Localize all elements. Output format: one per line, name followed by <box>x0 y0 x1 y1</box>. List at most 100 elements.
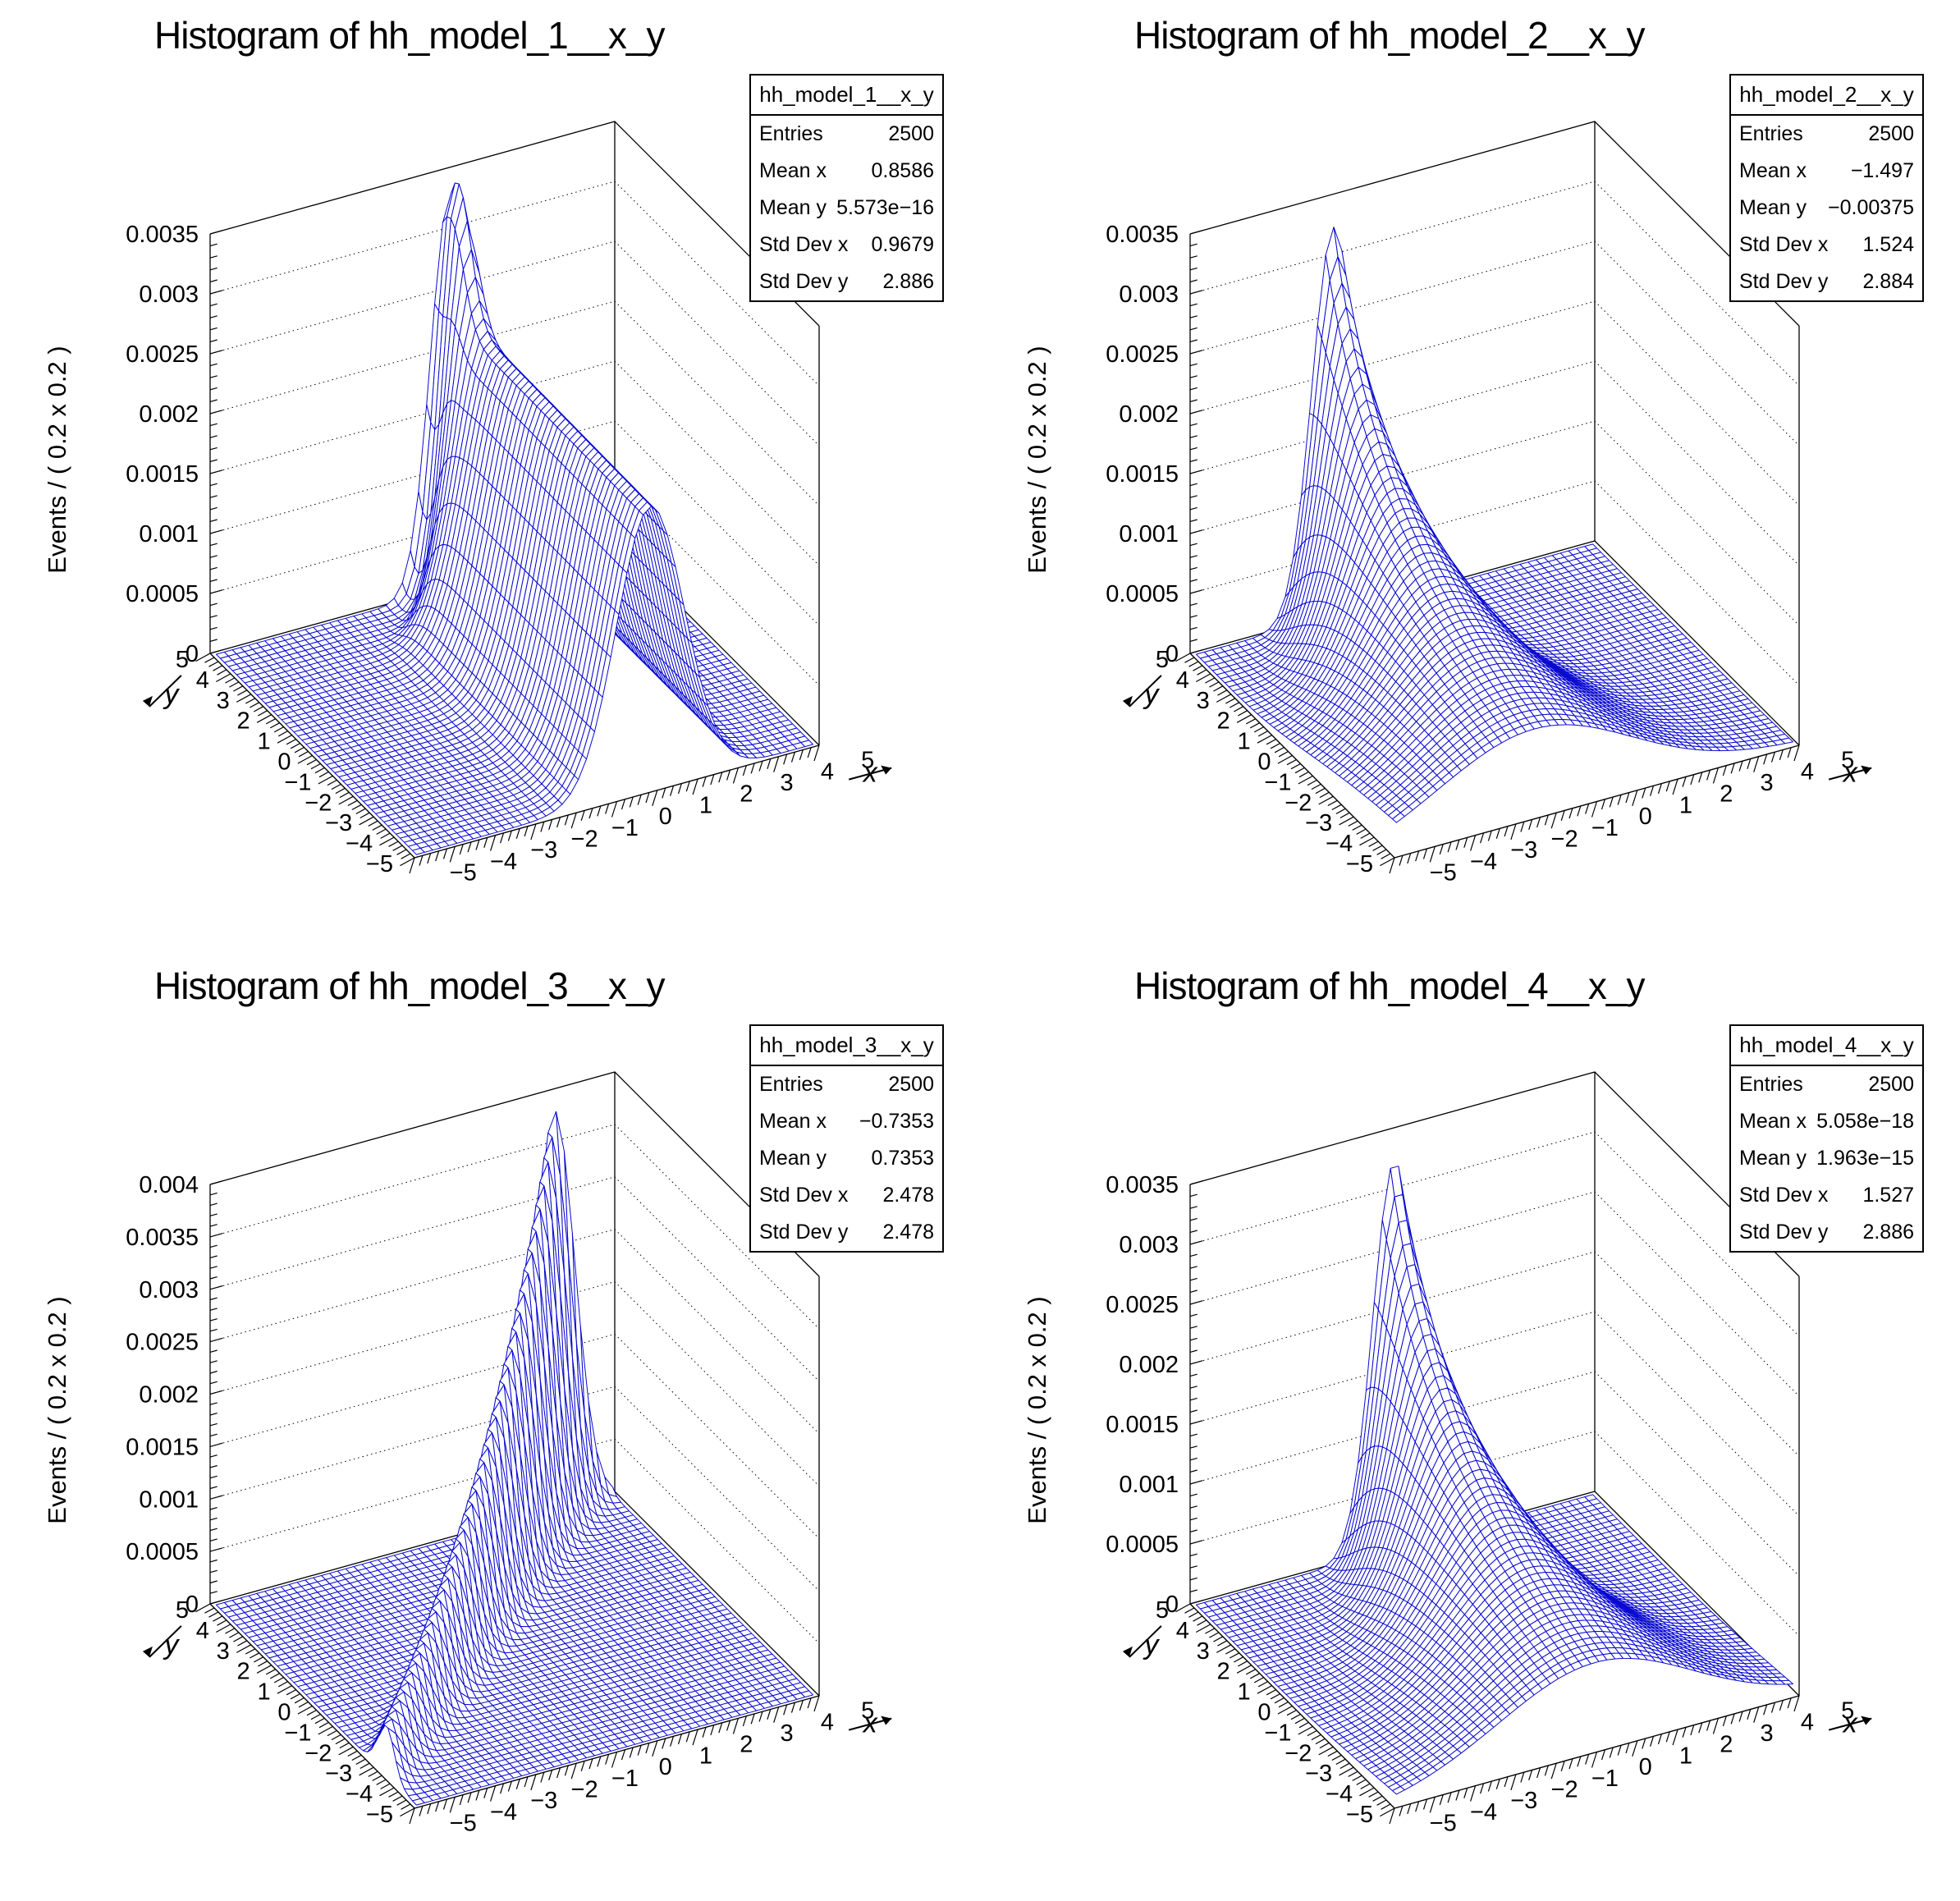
stats-header: hh_model_2__x_y <box>1731 76 1922 116</box>
svg-text:0.0005: 0.0005 <box>126 581 199 607</box>
svg-text:0.0025: 0.0025 <box>126 341 199 368</box>
stat-value: 1.524 <box>1862 233 1914 256</box>
stat-value: 0.7353 <box>871 1147 934 1170</box>
svg-text:0: 0 <box>277 749 291 776</box>
svg-text:−5: −5 <box>1346 851 1373 877</box>
svg-text:−4: −4 <box>1326 831 1353 857</box>
svg-text:1: 1 <box>699 792 712 818</box>
stats-row: Std Dev x 2.478 <box>751 1177 942 1214</box>
svg-text:−3: −3 <box>1305 810 1332 836</box>
stat-value: 2.478 <box>882 1221 934 1244</box>
svg-text:0.002: 0.002 <box>139 401 199 428</box>
panel-4: −5 −4 −3 −2 −1 0 1 2 3 4 5 5 4 3 2 1 0 −1 −2 −3 −4 −5 0 0.0005 0… <box>980 950 1960 1901</box>
svg-text:3: 3 <box>1197 1638 1210 1665</box>
svg-text:5: 5 <box>1841 748 1854 774</box>
stats-row: Mean x −1.497 <box>1731 153 1922 190</box>
svg-text:3: 3 <box>781 770 794 796</box>
svg-text:−2: −2 <box>1285 790 1312 816</box>
svg-text:4: 4 <box>821 758 834 785</box>
svg-text:−5: −5 <box>1430 860 1457 886</box>
svg-text:Events / ( 0.2 x 0.2 ): Events / ( 0.2 x 0.2 ) <box>43 346 71 573</box>
panel-2: −5 −4 −3 −2 −1 0 1 2 3 4 5 5 4 3 2 1 0 −1 −2 −3 −4 −5 0 0.0005 0… <box>980 0 1960 950</box>
svg-text:−5: −5 <box>366 1802 393 1828</box>
svg-text:3: 3 <box>1761 770 1774 796</box>
stat-label: Mean y <box>759 1147 827 1170</box>
svg-text:0.002: 0.002 <box>1119 401 1179 428</box>
svg-text:0.0025: 0.0025 <box>1106 341 1179 368</box>
svg-text:−1: −1 <box>611 815 639 841</box>
stats-row: Std Dev x 0.9679 <box>751 227 942 263</box>
svg-text:5: 5 <box>861 748 874 774</box>
stats-header: hh_model_3__x_y <box>751 1026 942 1066</box>
svg-text:3: 3 <box>1761 1720 1774 1747</box>
stat-label: Entries <box>1739 122 1803 145</box>
svg-text:−5: −5 <box>450 1811 477 1837</box>
svg-text:3: 3 <box>1197 688 1210 714</box>
svg-text:−1: −1 <box>1591 1766 1619 1792</box>
svg-text:2: 2 <box>1217 708 1230 735</box>
svg-text:0.001: 0.001 <box>1119 521 1179 547</box>
svg-text:0: 0 <box>1257 1700 1271 1726</box>
svg-text:4: 4 <box>1176 1618 1189 1644</box>
svg-text:−2: −2 <box>1285 1740 1312 1766</box>
svg-text:5: 5 <box>1156 1597 1169 1624</box>
stat-label: Mean y <box>1739 1147 1807 1170</box>
stat-value: −1.497 <box>1850 159 1914 182</box>
svg-text:4: 4 <box>1801 758 1814 785</box>
stat-label: Std Dev y <box>1739 270 1829 293</box>
stats-header: hh_model_4__x_y <box>1731 1026 1922 1066</box>
stat-label: Entries <box>1739 1073 1803 1096</box>
svg-text:0: 0 <box>277 1700 291 1726</box>
svg-text:−1: −1 <box>1591 815 1619 841</box>
stat-value: 0.9679 <box>871 233 934 256</box>
svg-text:y: y <box>163 679 180 710</box>
svg-text:−1: −1 <box>284 1720 311 1746</box>
svg-text:0.0035: 0.0035 <box>1106 222 1179 248</box>
svg-text:0: 0 <box>659 804 672 830</box>
svg-text:y: y <box>163 1629 180 1661</box>
svg-text:−4: −4 <box>346 1781 373 1807</box>
stats-header: hh_model_1__x_y <box>751 76 942 116</box>
svg-text:0.001: 0.001 <box>139 521 199 547</box>
svg-text:0.0025: 0.0025 <box>1106 1292 1179 1318</box>
stat-label: Std Dev x <box>1739 1184 1829 1207</box>
svg-text:0.003: 0.003 <box>139 282 199 308</box>
svg-text:1: 1 <box>257 729 270 755</box>
stat-value: 1.527 <box>1862 1184 1914 1207</box>
svg-text:0.003: 0.003 <box>1119 282 1179 308</box>
svg-text:−3: −3 <box>325 1761 352 1787</box>
stats-row: Mean x 0.8586 <box>751 153 942 190</box>
svg-text:4: 4 <box>1176 667 1189 694</box>
svg-text:3: 3 <box>781 1720 794 1747</box>
stat-value: −0.7353 <box>859 1110 934 1133</box>
svg-text:Events / ( 0.2 x 0.2 ): Events / ( 0.2 x 0.2 ) <box>1023 1296 1051 1523</box>
svg-text:−2: −2 <box>1551 827 1578 853</box>
plot-title: Histogram of hh_model_2__x_y <box>1134 14 1645 57</box>
svg-text:−1: −1 <box>1264 769 1291 795</box>
svg-text:−4: −4 <box>490 1799 517 1825</box>
svg-text:−1: −1 <box>611 1766 639 1792</box>
svg-text:x: x <box>862 1708 878 1739</box>
stats-row: Std Dev x 1.524 <box>1731 227 1922 263</box>
svg-text:x: x <box>1842 1708 1858 1739</box>
surface-plot-1: −5 −4 −3 −2 −1 0 1 2 3 4 5543210−1−2−3−4−500.00050… <box>43 121 892 886</box>
stats-row: Entries 2500 <box>1731 1066 1922 1103</box>
svg-text:0: 0 <box>1165 641 1179 667</box>
stats-row: Std Dev y 2.886 <box>751 263 942 300</box>
stat-label: Entries <box>759 122 823 145</box>
stat-label: Std Dev y <box>759 1221 849 1244</box>
svg-text:−4: −4 <box>346 831 373 857</box>
svg-text:0.002: 0.002 <box>139 1382 199 1409</box>
stat-value: 2.884 <box>1862 270 1914 293</box>
svg-text:2: 2 <box>237 708 250 735</box>
svg-text:x: x <box>862 758 878 789</box>
svg-text:−5: −5 <box>1430 1811 1457 1837</box>
stat-label: Entries <box>759 1073 823 1096</box>
svg-text:5: 5 <box>1841 1698 1854 1725</box>
stat-value: 2500 <box>1868 1073 1914 1096</box>
svg-text:4: 4 <box>196 667 209 694</box>
plot-title: Histogram of hh_model_3__x_y <box>154 964 665 1007</box>
svg-text:1: 1 <box>1679 1743 1692 1769</box>
svg-text:−3: −3 <box>530 837 557 863</box>
